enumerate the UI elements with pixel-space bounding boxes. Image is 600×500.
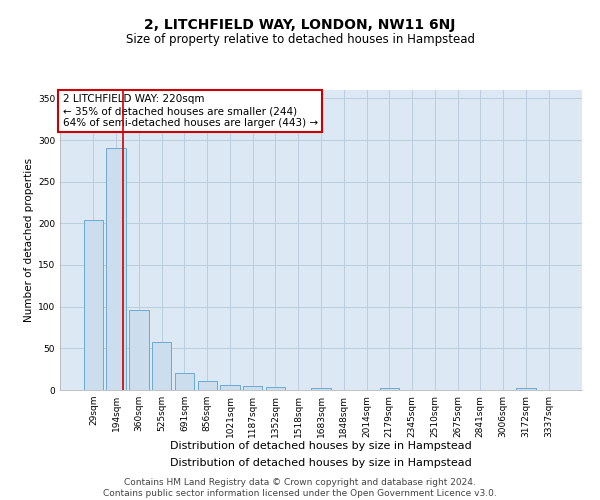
Bar [197,381,217,390]
Text: Size of property relative to detached houses in Hampstead: Size of property relative to detached ho… [125,32,475,46]
Bar [106,148,126,390]
Bar [175,374,194,390]
Text: Contains HM Land Registry data © Crown copyright and database right 2024.
Contai: Contains HM Land Registry data © Crown c… [103,478,497,498]
Text: Distribution of detached houses by size in Hampstead: Distribution of detached houses by size … [170,458,472,468]
Bar [220,385,239,390]
Text: 2, LITCHFIELD WAY, LONDON, NW11 6NJ: 2, LITCHFIELD WAY, LONDON, NW11 6NJ [145,18,455,32]
Bar [516,388,536,390]
Text: 2 LITCHFIELD WAY: 220sqm
← 35% of detached houses are smaller (244)
64% of semi-: 2 LITCHFIELD WAY: 220sqm ← 35% of detach… [62,94,318,128]
Bar [84,220,103,390]
Bar [129,310,149,390]
Bar [311,388,331,390]
Bar [380,388,399,390]
Bar [266,386,285,390]
Bar [152,342,172,390]
X-axis label: Distribution of detached houses by size in Hampstead: Distribution of detached houses by size … [170,441,472,451]
Bar [243,386,262,390]
Y-axis label: Number of detached properties: Number of detached properties [24,158,34,322]
